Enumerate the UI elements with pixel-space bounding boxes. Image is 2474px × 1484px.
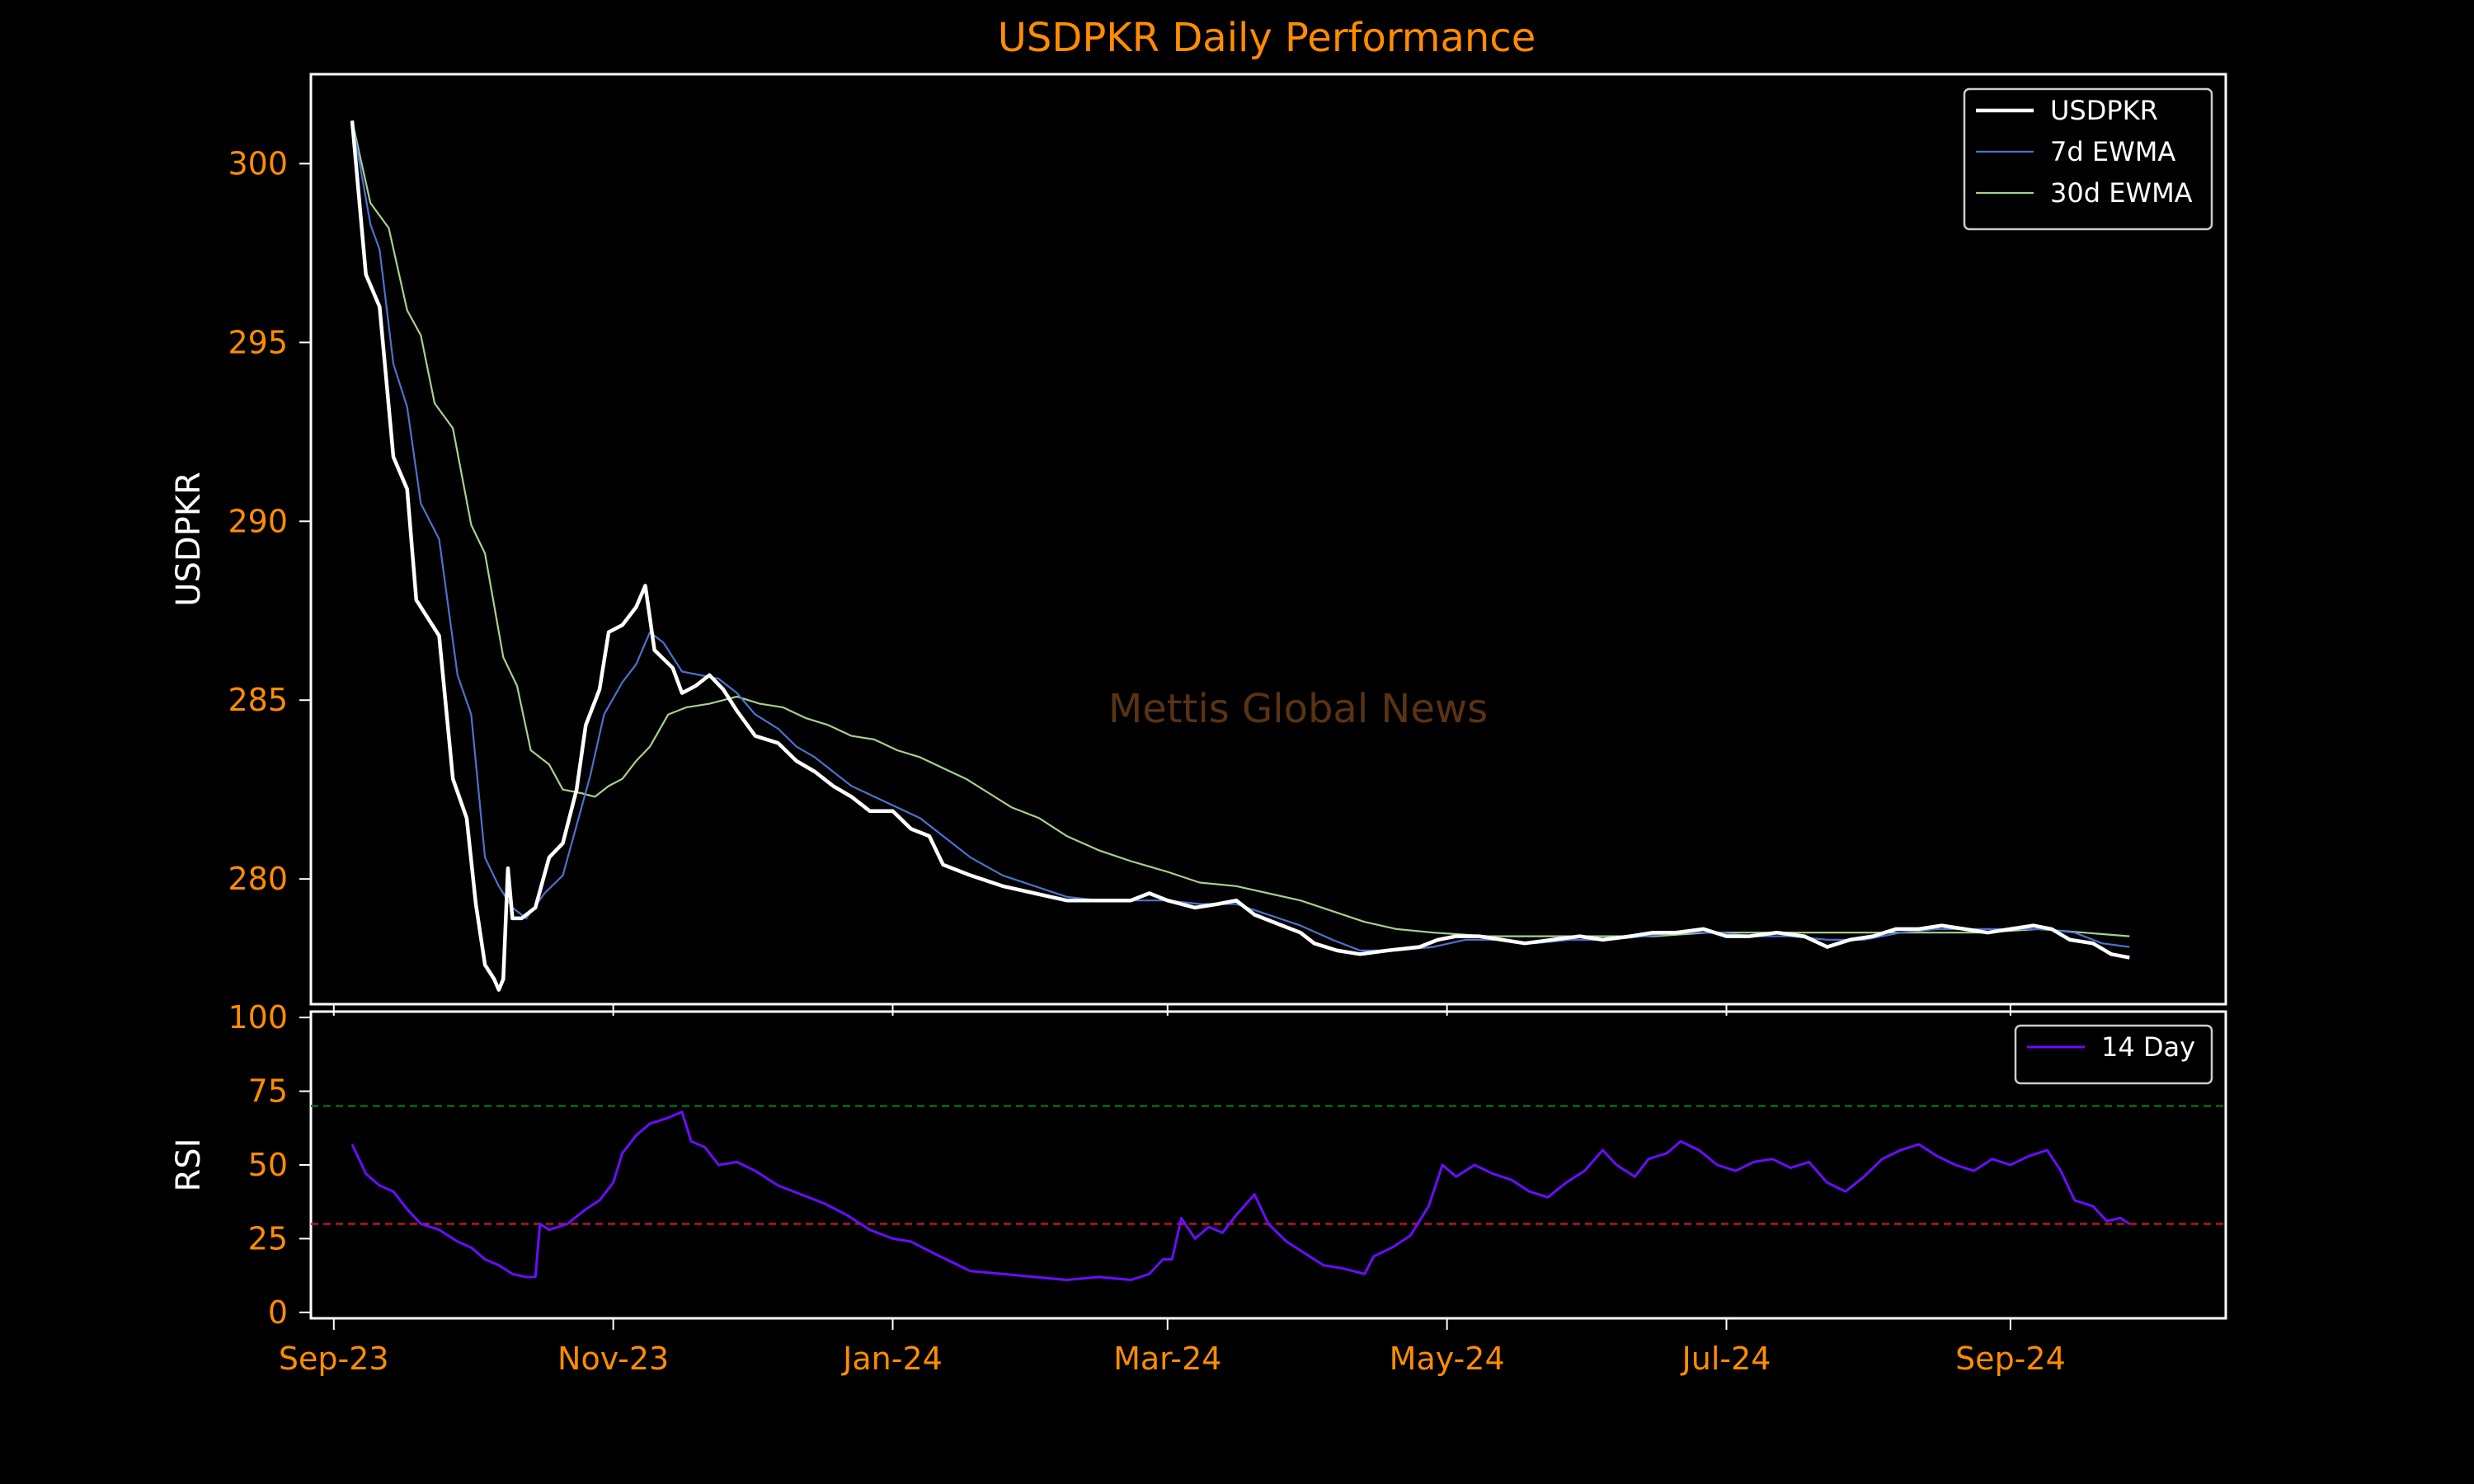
series-line-14-day — [350, 1111, 2131, 1281]
price-panel-frame — [309, 73, 2227, 1006]
rsi-y-tick-label: 50 — [248, 1147, 288, 1183]
legend-box — [2014, 1024, 2213, 1085]
price-panel: USDPKR 280 285 290 295 300 Mettis Global New… — [170, 73, 2227, 1006]
price-series-group — [350, 120, 2130, 992]
price-y-tick-label: 285 — [228, 682, 288, 718]
price-y-tick-label: 300 — [228, 145, 288, 181]
legend-label-14-day: 14 Day — [2101, 1031, 2195, 1063]
price-legend: USDPKR 7d EWMA 30d EWMA — [1963, 87, 2213, 231]
rsi-y-tick-label: 100 — [228, 999, 288, 1036]
legend-box — [1963, 87, 2213, 231]
x-tick-label-may-24: May-24 — [1390, 1341, 1505, 1377]
x-tick-label-mar-24: Mar-24 — [1113, 1341, 1221, 1377]
watermark: Mettis Global News — [1108, 686, 1488, 732]
rsi-panel: RSI 0 25 50 75 100 14 Day — [170, 999, 2227, 1331]
chart-title: USDPKR Daily Performance — [998, 15, 1536, 61]
price-y-tick-label: 290 — [228, 503, 288, 539]
price-y-axis: 280 285 290 295 300 — [228, 145, 311, 897]
x-tick-label-sep-23: Sep-23 — [279, 1341, 389, 1377]
legend-label-30d-ewma: 30d EWMA — [2050, 177, 2193, 209]
x-tick-label-nov-23: Nov-23 — [557, 1341, 669, 1377]
rsi-y-tick-label: 0 — [268, 1294, 288, 1331]
x-tick-label-jul-24: Jul-24 — [1681, 1341, 1771, 1377]
price-y-axis-label: USDPKR — [170, 472, 208, 607]
price-y-tick-label: 295 — [228, 324, 288, 360]
rsi-legend: 14 Day — [2014, 1024, 2213, 1085]
legend-label-7d-ewma: 7d EWMA — [2050, 136, 2175, 167]
x-tick-label-jan-24: Jan-24 — [841, 1341, 943, 1377]
series-line-7d-ewma — [350, 120, 2130, 952]
rsi-y-axis: 0 25 50 75 100 — [228, 999, 311, 1331]
date-x-axis: Sep-23 Nov-23 Jan-24 Mar-24 May-24 Jul-24 Sep-… — [279, 1004, 2066, 1377]
price-y-tick-label: 280 — [228, 861, 288, 897]
rsi-y-axis-label: RSI — [170, 1139, 208, 1192]
legend-label-usdpkr: USDPKR — [2050, 95, 2158, 126]
x-tick-label-sep-24: Sep-24 — [1955, 1341, 2066, 1377]
rsi-series-group — [350, 1111, 2131, 1281]
rsi-y-tick-label: 25 — [248, 1220, 288, 1256]
series-line-usdpkr — [350, 120, 2130, 992]
rsi-y-tick-label: 75 — [248, 1073, 288, 1110]
